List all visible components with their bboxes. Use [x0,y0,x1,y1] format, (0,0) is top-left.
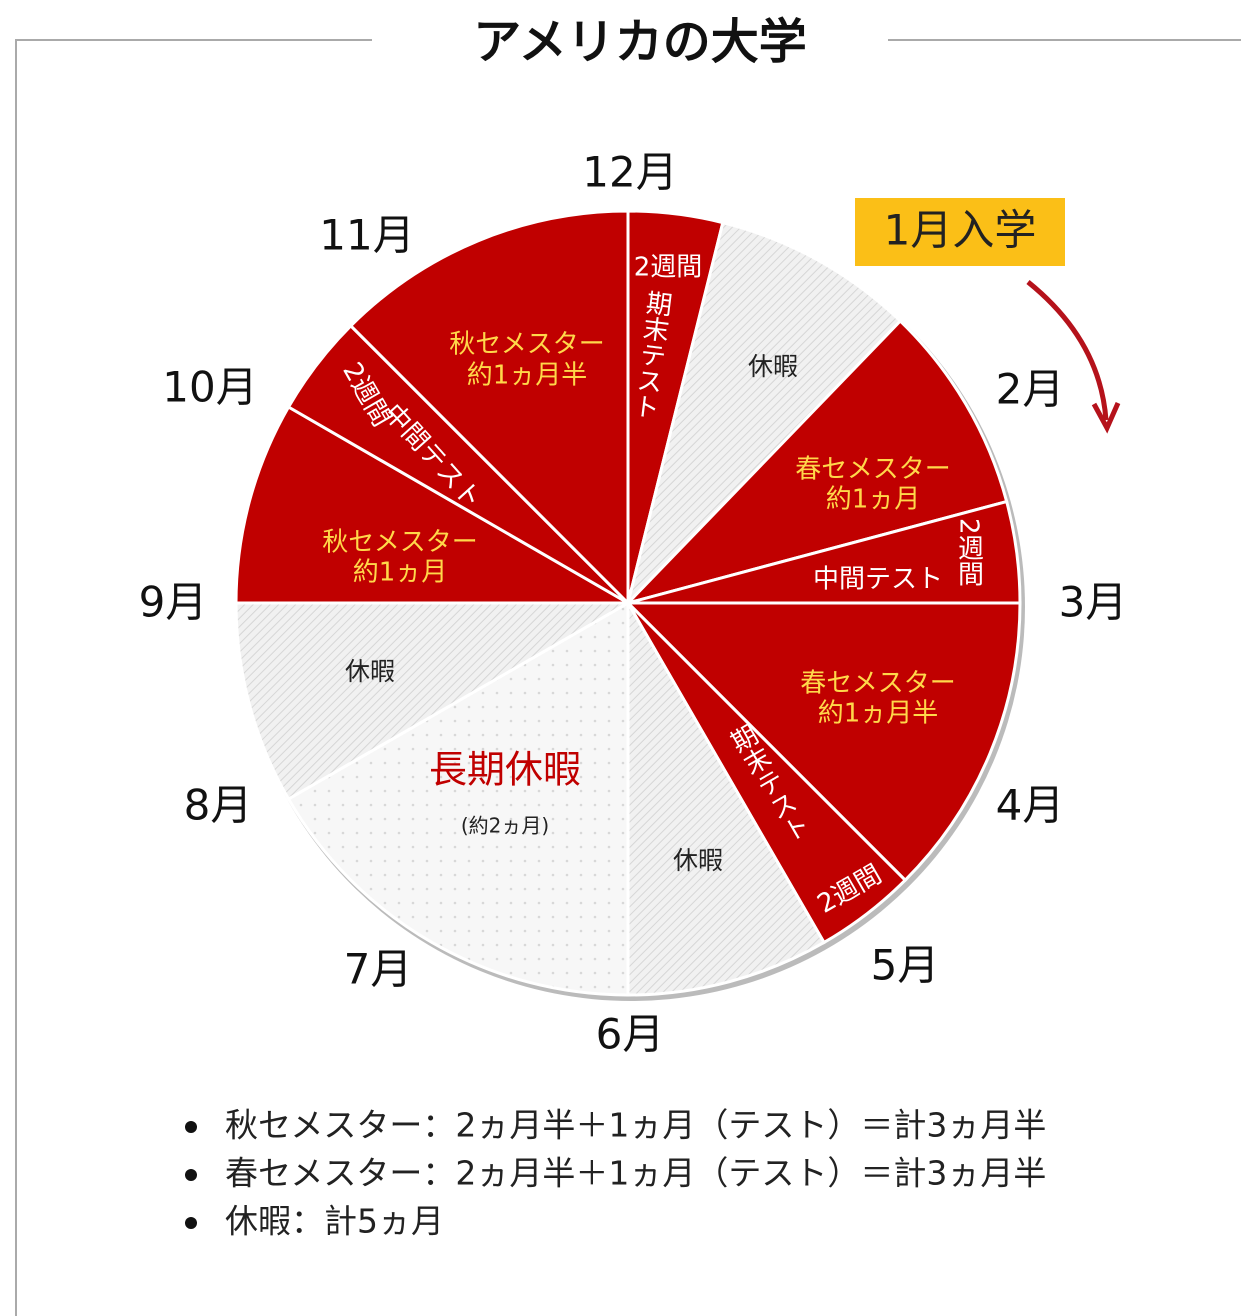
note: 休暇：計5ヵ月 [225,1202,444,1241]
segment [626,597,827,997]
title: アメリカの大学 [473,14,807,70]
segment-label: 秋セメスター [322,528,477,558]
bullet [185,1169,197,1181]
bullet [185,1121,197,1133]
callout-box [855,198,1065,266]
notes: 秋セメスター：2ヵ月半＋1ヵ月（テスト）＝計3ヵ月半春セメスター：2ヵ月半＋1ヵ… [185,1106,1046,1241]
segment-label: 2週間 [634,253,703,283]
month-label: 9月 [139,578,208,627]
segment-label: 約1ヵ月 [353,558,448,588]
segment-label: 春セメスター [795,455,950,485]
month-label: 10月 [162,363,257,412]
month-label: 2月 [996,365,1065,414]
month-label: 5月 [871,941,940,990]
segment [625,220,903,609]
month-label: 12月 [582,148,677,197]
segment-label: 約1ヵ月半 [818,699,939,729]
note: 秋セメスター：2ヵ月半＋1ヵ月（テスト）＝計3ヵ月半 [225,1106,1046,1145]
segment-label: 秋セメスター [449,330,604,360]
month-label: 6月 [596,1010,665,1059]
segment [286,600,630,997]
segment-label: 休暇 [345,657,395,686]
segment-label: 春セメスター [800,669,955,699]
segment-label: 約1ヵ月半 [467,361,588,391]
bullet [185,1217,197,1229]
segment-label: 約1ヵ月 [826,485,921,515]
segment-label: 2週間 [954,518,984,587]
segment-label: 休暇 [673,846,723,875]
wheel [234,209,1025,1001]
segment-label: 休暇 [748,352,798,381]
arrow-head [1091,401,1121,434]
month-label: 4月 [996,781,1065,830]
month-label: 8月 [184,781,253,830]
segment [623,318,1009,606]
month-label: 7月 [344,945,413,994]
month-label: 3月 [1059,578,1128,627]
note: 春セメスター：2ヵ月半＋1ヵ月（テスト）＝計3ヵ月半 [225,1154,1046,1193]
segment [348,209,630,607]
month-labels: 2月 3月 4月 5月 6月 7月 8月 9月 10月 11月 12月 [139,148,1128,1059]
segment-label: (約2ヵ月) [461,814,549,838]
month-label: 11月 [319,211,414,260]
segment [624,601,1022,883]
segment [234,601,634,802]
segment [234,404,634,605]
segment-label: 長期休暇 [429,748,581,792]
arrow [1026,280,1109,421]
segment-label: 中間テスト [813,565,943,595]
callout: 1月入学 [884,206,1037,255]
